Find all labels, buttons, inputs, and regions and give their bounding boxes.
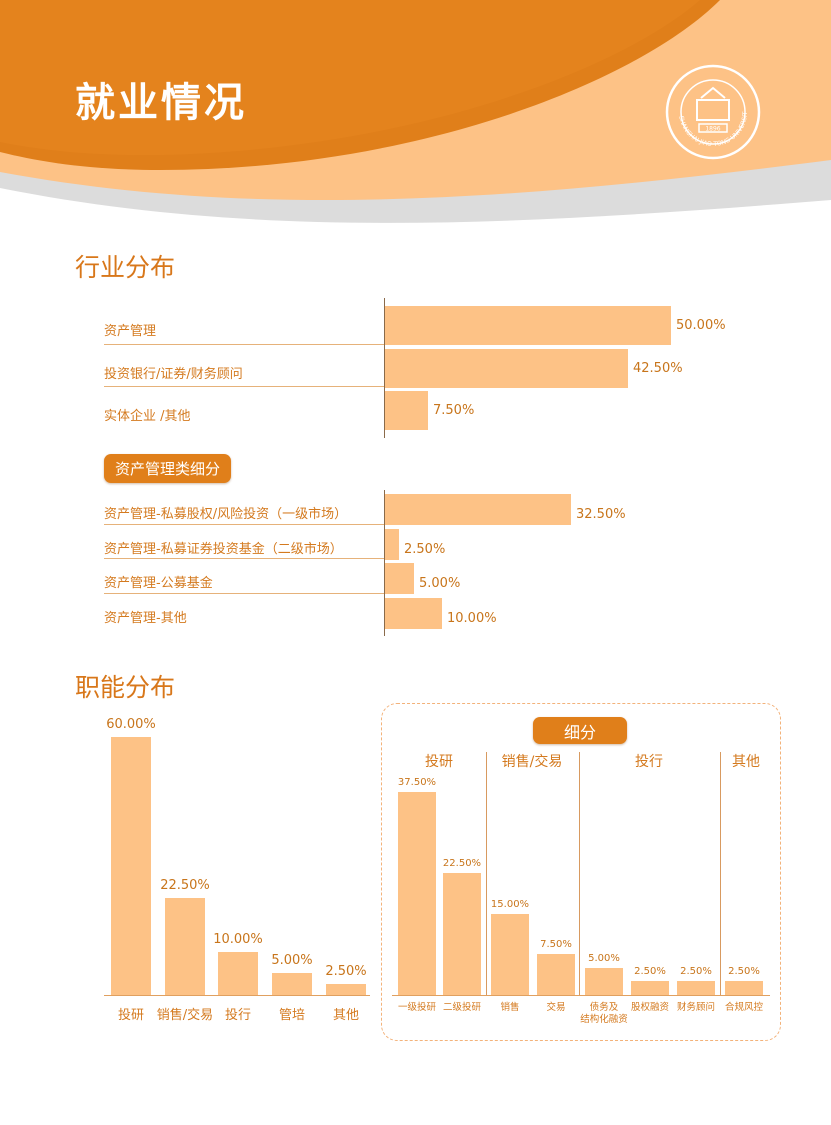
value-label: 22.50%: [442, 858, 482, 869]
category-label: 销售: [500, 1002, 520, 1013]
function-heading: 职能分布: [75, 673, 176, 702]
category-label: 二级投研: [442, 1002, 481, 1013]
baseline: [104, 995, 370, 996]
value-label: 2.50%: [634, 966, 666, 977]
row-divider: [104, 523, 384, 525]
bar: [385, 348, 628, 388]
seal-year: 1896: [705, 126, 720, 133]
row-divider: [104, 343, 384, 345]
category-label: 管培: [278, 1008, 305, 1023]
row-label: 投资银行/证券/财务顾问: [104, 366, 243, 382]
row-label: 实体企业 /其他: [104, 409, 191, 424]
value-label: 10.00%: [213, 932, 263, 947]
category-label: 合规风控: [724, 1002, 763, 1013]
group-divider: [720, 752, 721, 995]
row-divider: [104, 386, 384, 387]
bar: [631, 981, 669, 995]
value-label: 32.50%: [576, 507, 626, 522]
category-label: 一级投研: [397, 1002, 436, 1013]
value-label: 15.00%: [490, 899, 530, 910]
value-label: 7.50%: [540, 939, 572, 950]
group-divider: [486, 752, 487, 995]
bar: [537, 954, 575, 995]
bar: [585, 968, 623, 995]
seal-text: SHANGHAI JIAO TONG UNIVERSITY: [665, 64, 749, 148]
bar: [218, 952, 258, 995]
value-label: 2.50%: [728, 966, 760, 977]
value-label: 60.00%: [106, 717, 156, 732]
value-label: 5.00%: [419, 576, 461, 591]
asset-mgmt-badge: 资产管理类细分: [104, 454, 231, 483]
row-label: 资产管理-其他: [104, 610, 187, 626]
category-label: 财务顾问: [676, 1002, 715, 1013]
value-label: 10.00%: [447, 610, 497, 626]
bar: [111, 737, 151, 995]
row-label: 资产管理: [104, 324, 157, 339]
page-title: 就业情况: [75, 80, 247, 126]
detail-box: [381, 703, 781, 1041]
group-label: 投研: [425, 754, 453, 770]
row-label: 资产管理-私募股权/风险投资（一级市场）: [104, 507, 348, 522]
value-label: 37.50%: [397, 777, 437, 788]
industry-heading: 行业分布: [75, 253, 176, 282]
bar: [385, 391, 428, 430]
bar: [385, 563, 414, 594]
bar: [398, 792, 436, 995]
row-divider: [104, 592, 384, 594]
category-label: 投行: [224, 1008, 251, 1023]
category-label: 销售/交易: [156, 1008, 214, 1023]
bar: [491, 914, 529, 995]
detail-badge: 细分: [533, 717, 627, 744]
value-label: 2.50%: [404, 541, 446, 557]
value-label: 42.50%: [633, 360, 683, 376]
category-label: 其他: [332, 1008, 359, 1023]
group-label: 销售/交易: [501, 754, 563, 770]
bar: [677, 981, 715, 995]
baseline: [392, 995, 770, 996]
bar: [725, 981, 763, 995]
bar: [165, 898, 205, 995]
axis-line: [384, 490, 385, 636]
group-divider: [579, 752, 580, 995]
bar: [443, 873, 481, 995]
value-label: 2.50%: [680, 966, 712, 977]
header-background: [0, 0, 831, 230]
bar: [385, 597, 442, 629]
bar: [385, 494, 571, 525]
value-label: 50.00%: [676, 318, 726, 333]
axis-line: [384, 298, 385, 438]
university-seal-logo: 1896 SHANGHAI JIAO TONG UNIVERSITY: [665, 64, 761, 160]
category-label: 股权融资: [630, 1002, 669, 1013]
row-label: 资产管理-公募基金: [104, 576, 213, 591]
value-label: 22.50%: [160, 878, 210, 893]
bar: [326, 984, 366, 995]
group-label: 投行: [635, 754, 663, 770]
row-divider: [104, 558, 384, 559]
value-label: 5.00%: [588, 953, 620, 964]
bar: [385, 306, 671, 345]
value-label: 5.00%: [271, 953, 313, 968]
category-label: 投研: [117, 1008, 144, 1023]
value-label: 7.50%: [433, 403, 475, 418]
category-label: 交易: [546, 1002, 566, 1013]
category-label: 债务及 结构化融资: [580, 1002, 628, 1025]
group-label: 其他: [732, 754, 760, 770]
row-label: 资产管理-私募证券投资基金（二级市场）: [104, 541, 343, 557]
bar: [385, 528, 399, 560]
bar: [272, 973, 312, 995]
value-label: 2.50%: [325, 964, 367, 979]
